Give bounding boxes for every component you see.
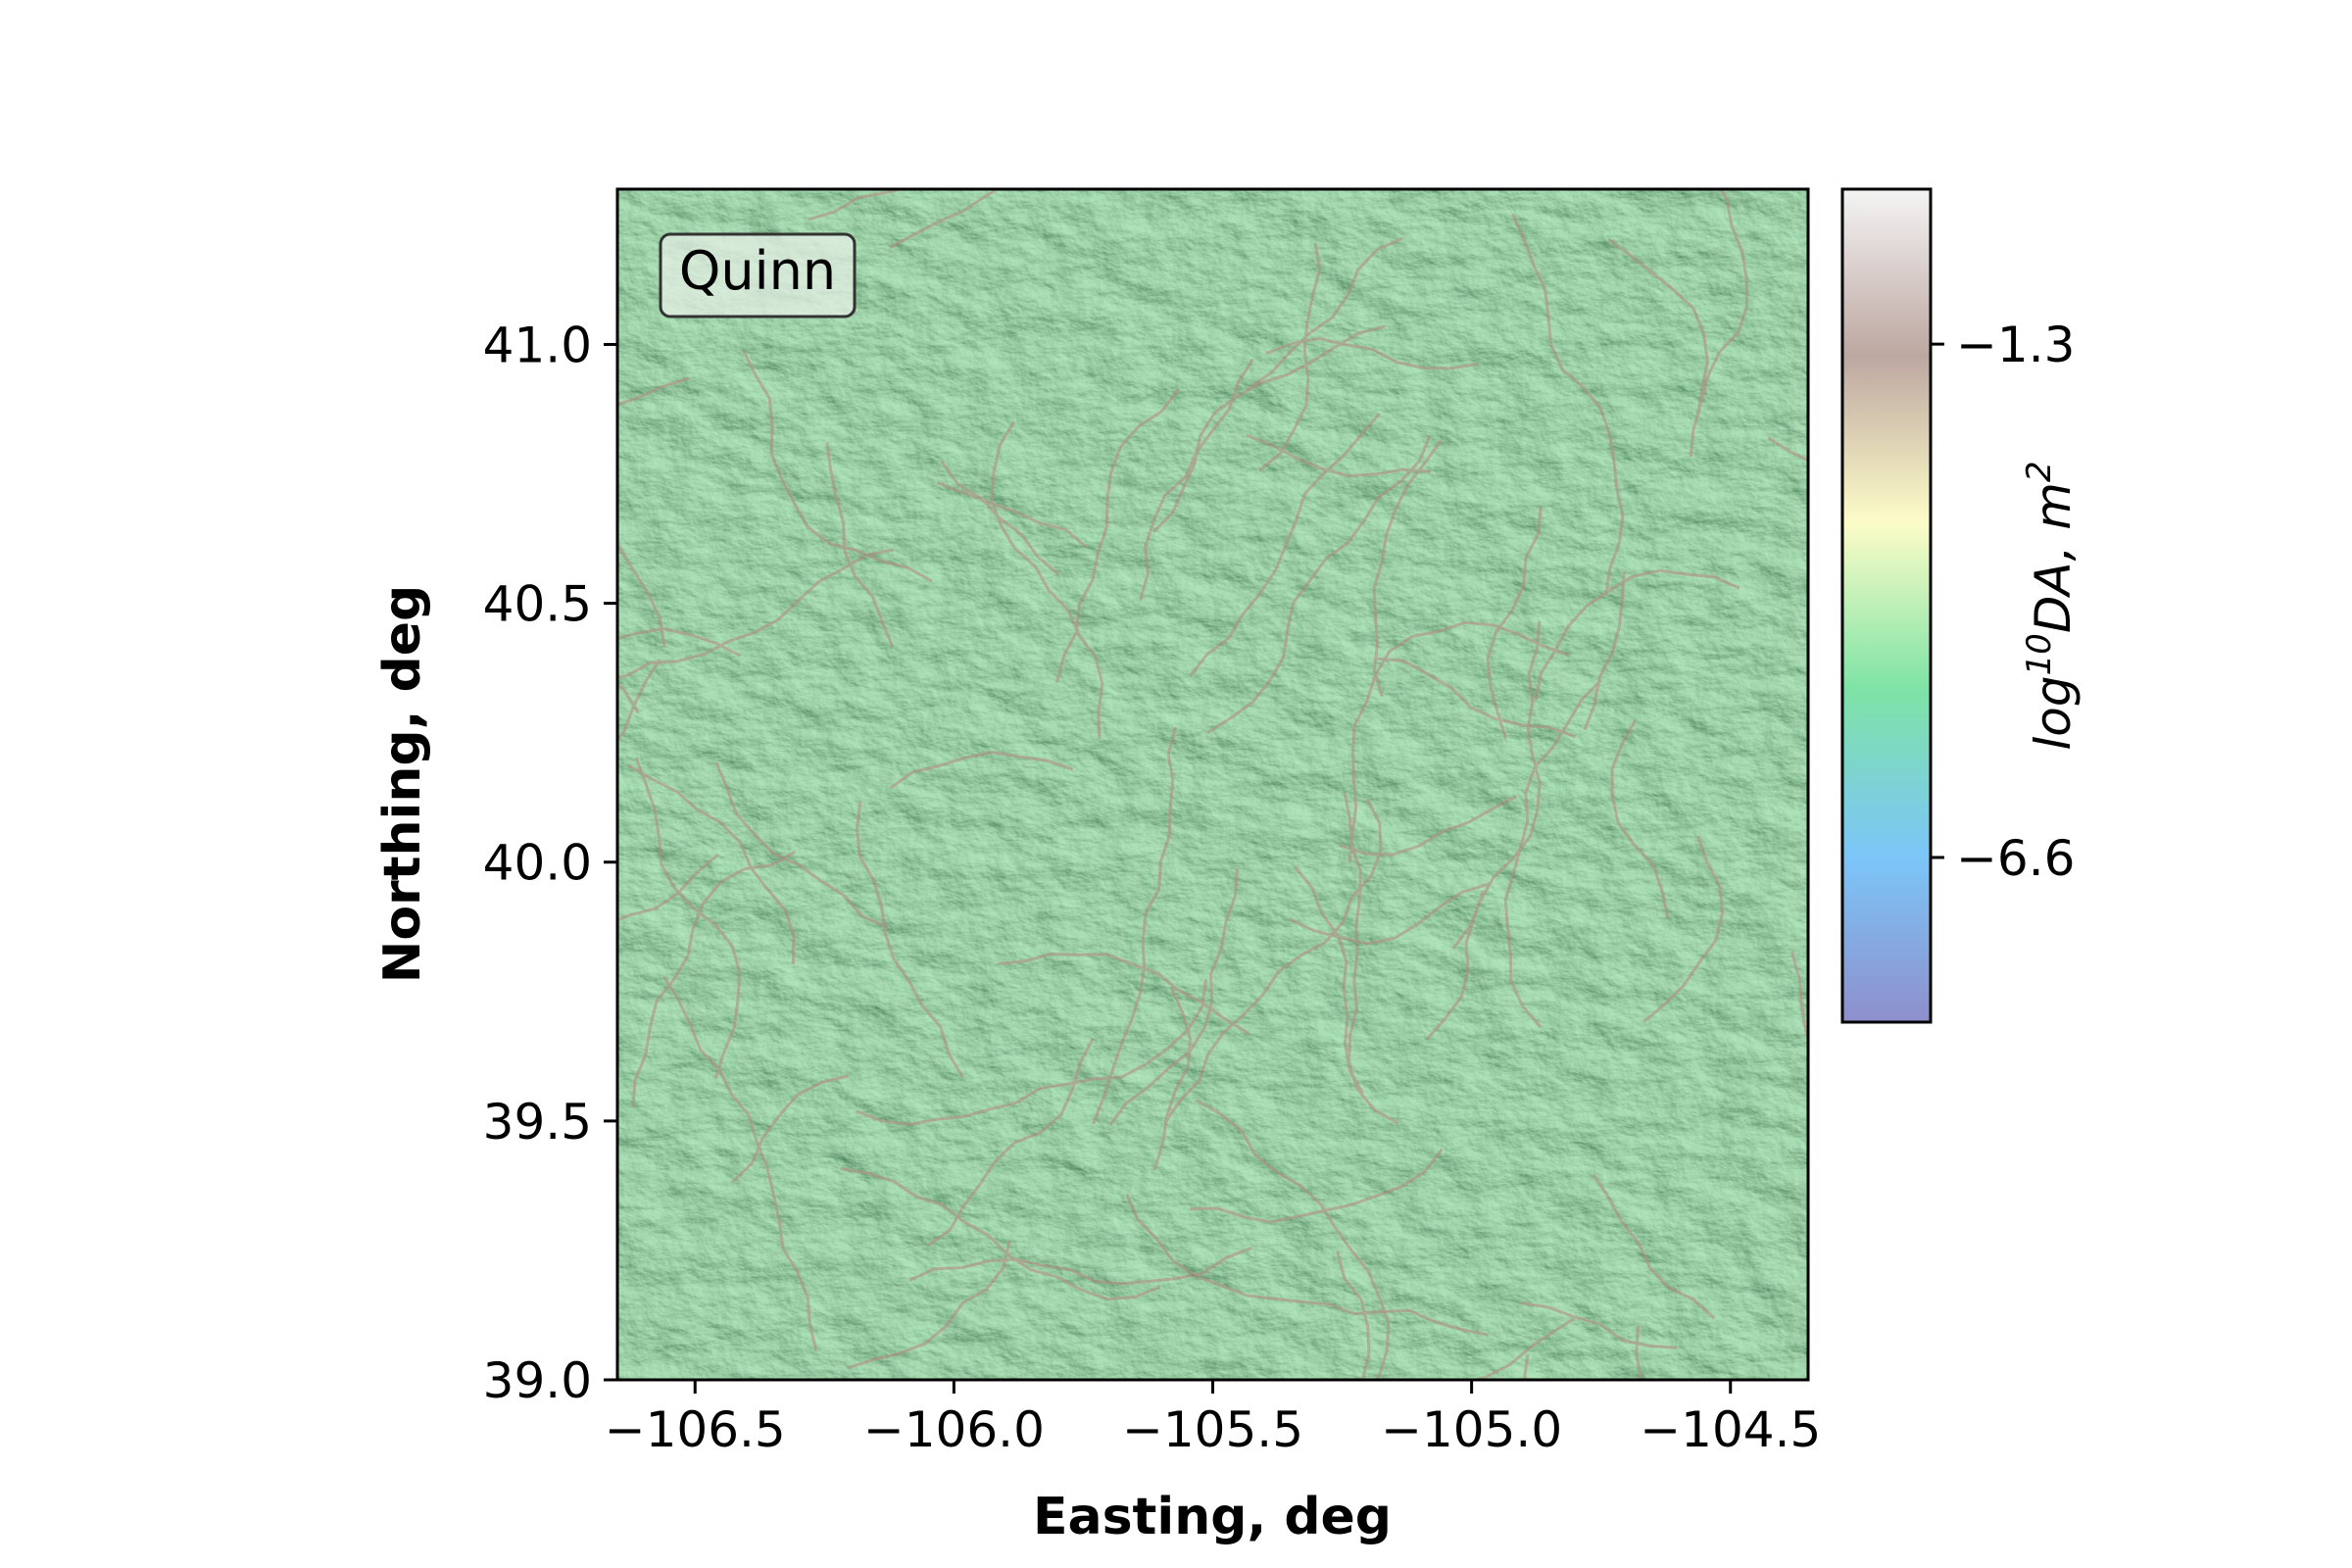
channel-line (1152, 324, 1386, 534)
channel-line (1607, 237, 1709, 416)
channel-line (1190, 1148, 1444, 1224)
channel-line (1343, 791, 1399, 1125)
channel-line (617, 542, 666, 647)
x-axis: −106.5 −106.0 −105.5 −105.0 −104.5 (605, 1380, 1821, 1458)
colorbar-tick-label: −1.3 (1956, 317, 2075, 373)
x-tick-label: −106.0 (863, 1401, 1045, 1458)
channel-line (1789, 951, 1808, 1046)
channel-line (940, 460, 1060, 576)
channel-line (856, 979, 1208, 1127)
channel-line (807, 189, 908, 221)
channel-line (742, 349, 933, 583)
channel-line (825, 442, 895, 649)
channel-line (617, 854, 719, 922)
map-panel: Quinn (615, 187, 1810, 1382)
colorbar-ticks: −1.3 −6.6 (1931, 317, 2075, 887)
channel-line (926, 1038, 1095, 1248)
map-label: Quinn (679, 240, 836, 302)
channel-line (1583, 571, 1626, 731)
channel-line (731, 1074, 849, 1184)
map-label-box: Quinn (659, 232, 857, 318)
colorbar-bar (1840, 187, 1933, 1024)
x-axis-label: Easting, deg (1033, 1488, 1392, 1546)
colorbar-label: log10DA, m2 (2020, 461, 2082, 750)
channel-line (662, 975, 818, 1352)
y-tick-label: 39.0 (483, 1352, 592, 1409)
x-tick-label: −105.0 (1381, 1401, 1562, 1458)
channel-line (1092, 726, 1177, 1125)
channel-line (1348, 620, 1570, 862)
channel-line (1293, 865, 1365, 1096)
channel-line (1163, 798, 1383, 1125)
channel-line (1108, 868, 1239, 1127)
channel-line (1372, 439, 1443, 698)
channel-line (617, 626, 742, 658)
channel-line (1642, 835, 1724, 1023)
x-tick-label: −106.5 (605, 1401, 786, 1458)
channel-line (714, 761, 889, 929)
colorbar: −1.3 −6.6 log10DA, m2 (1840, 187, 2082, 1024)
channel-line (627, 763, 796, 964)
channel-line (855, 802, 964, 1078)
x-tick-label: −104.5 (1640, 1401, 1821, 1458)
channel-line (990, 420, 1104, 739)
channel-line (1534, 568, 1740, 701)
channel-line (1206, 434, 1432, 734)
channel-line (1125, 1193, 1489, 1337)
channel-line (889, 751, 1074, 790)
channel-line (631, 850, 797, 1108)
channel-line (1152, 987, 1192, 1171)
channel-line (1376, 657, 1577, 739)
channel-line (847, 1241, 1011, 1370)
channel-line (1767, 436, 1808, 463)
channel-line (1610, 718, 1670, 919)
channel-line (908, 1246, 1252, 1286)
channel-line (1257, 242, 1322, 472)
channel-line (1265, 336, 1479, 370)
drainage-channels (617, 189, 1808, 1380)
channel-line (1486, 506, 1543, 740)
y-axis-label: Northing, deg (373, 585, 432, 983)
channel-line (1248, 236, 1403, 390)
channel-line (1511, 213, 1625, 597)
channel-line (1339, 795, 1518, 857)
channel-line (1195, 1099, 1391, 1380)
colorbar-tick-label: −6.6 (1956, 830, 2075, 887)
channel-line (617, 548, 894, 679)
x-tick-label: −105.5 (1122, 1401, 1303, 1458)
y-tick-label: 40.5 (483, 576, 592, 633)
channel-line (617, 659, 662, 742)
channel-line (888, 189, 1001, 250)
terrain-hillshade (617, 189, 1808, 1380)
channel-line (1054, 388, 1180, 683)
channel-line (1288, 882, 1490, 946)
y-tick-label: 40.0 (483, 835, 592, 892)
channel-line (1336, 1250, 1371, 1380)
channel-line (936, 481, 1088, 549)
channel-line (617, 376, 690, 407)
channel-line (1188, 413, 1381, 678)
channel-line (1246, 433, 1431, 478)
y-tick-label: 39.5 (483, 1094, 592, 1151)
channel-line (1471, 1315, 1579, 1380)
channel-line (1592, 1173, 1716, 1320)
channel-line (840, 1167, 1161, 1301)
channel-line (1520, 1301, 1678, 1349)
channel-line (1451, 620, 1542, 950)
y-axis: 39.0 39.5 40.0 40.5 41.0 (483, 317, 617, 1409)
channel-line (1139, 358, 1254, 602)
y-tick-label: 41.0 (483, 317, 592, 373)
channel-line (634, 758, 742, 1080)
channel-line (1522, 1354, 1530, 1380)
